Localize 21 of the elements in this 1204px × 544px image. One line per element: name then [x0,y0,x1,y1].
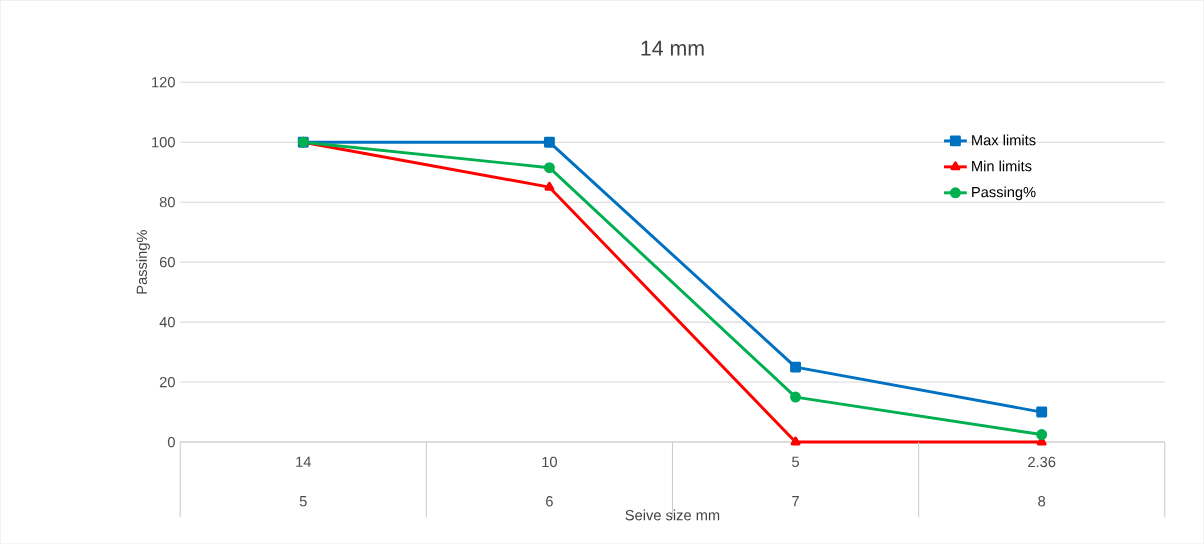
y-axis-title: Passing% [136,229,150,294]
y-tick-label: 60 [159,256,175,268]
chart-title: 14 mm [641,40,704,56]
y-tick-label: 40 [159,316,175,328]
text: 8 [1038,495,1046,507]
y-tick-label: 80 [159,196,175,208]
legend-label: Min limits [972,160,1032,172]
x-tick-label: 2.36 [1028,456,1056,468]
legend-label: Passing% [972,186,1036,201]
x-tick-label: 14 [296,456,311,467]
y-tick-label: 20 [159,376,175,388]
text: 6 [546,495,553,507]
text: 7 [792,495,799,507]
x-tick-label: 5 [792,456,799,467]
x-tick-label: 10 [542,456,557,468]
y-tick-label: 100 [152,136,175,148]
y-tick-label: 120 [152,76,175,88]
text: 5 [299,495,307,507]
x-axis-title: Seive size mm [625,509,720,521]
legend-label: Max limits [972,134,1036,146]
y-tick-label: 0 [167,436,175,448]
